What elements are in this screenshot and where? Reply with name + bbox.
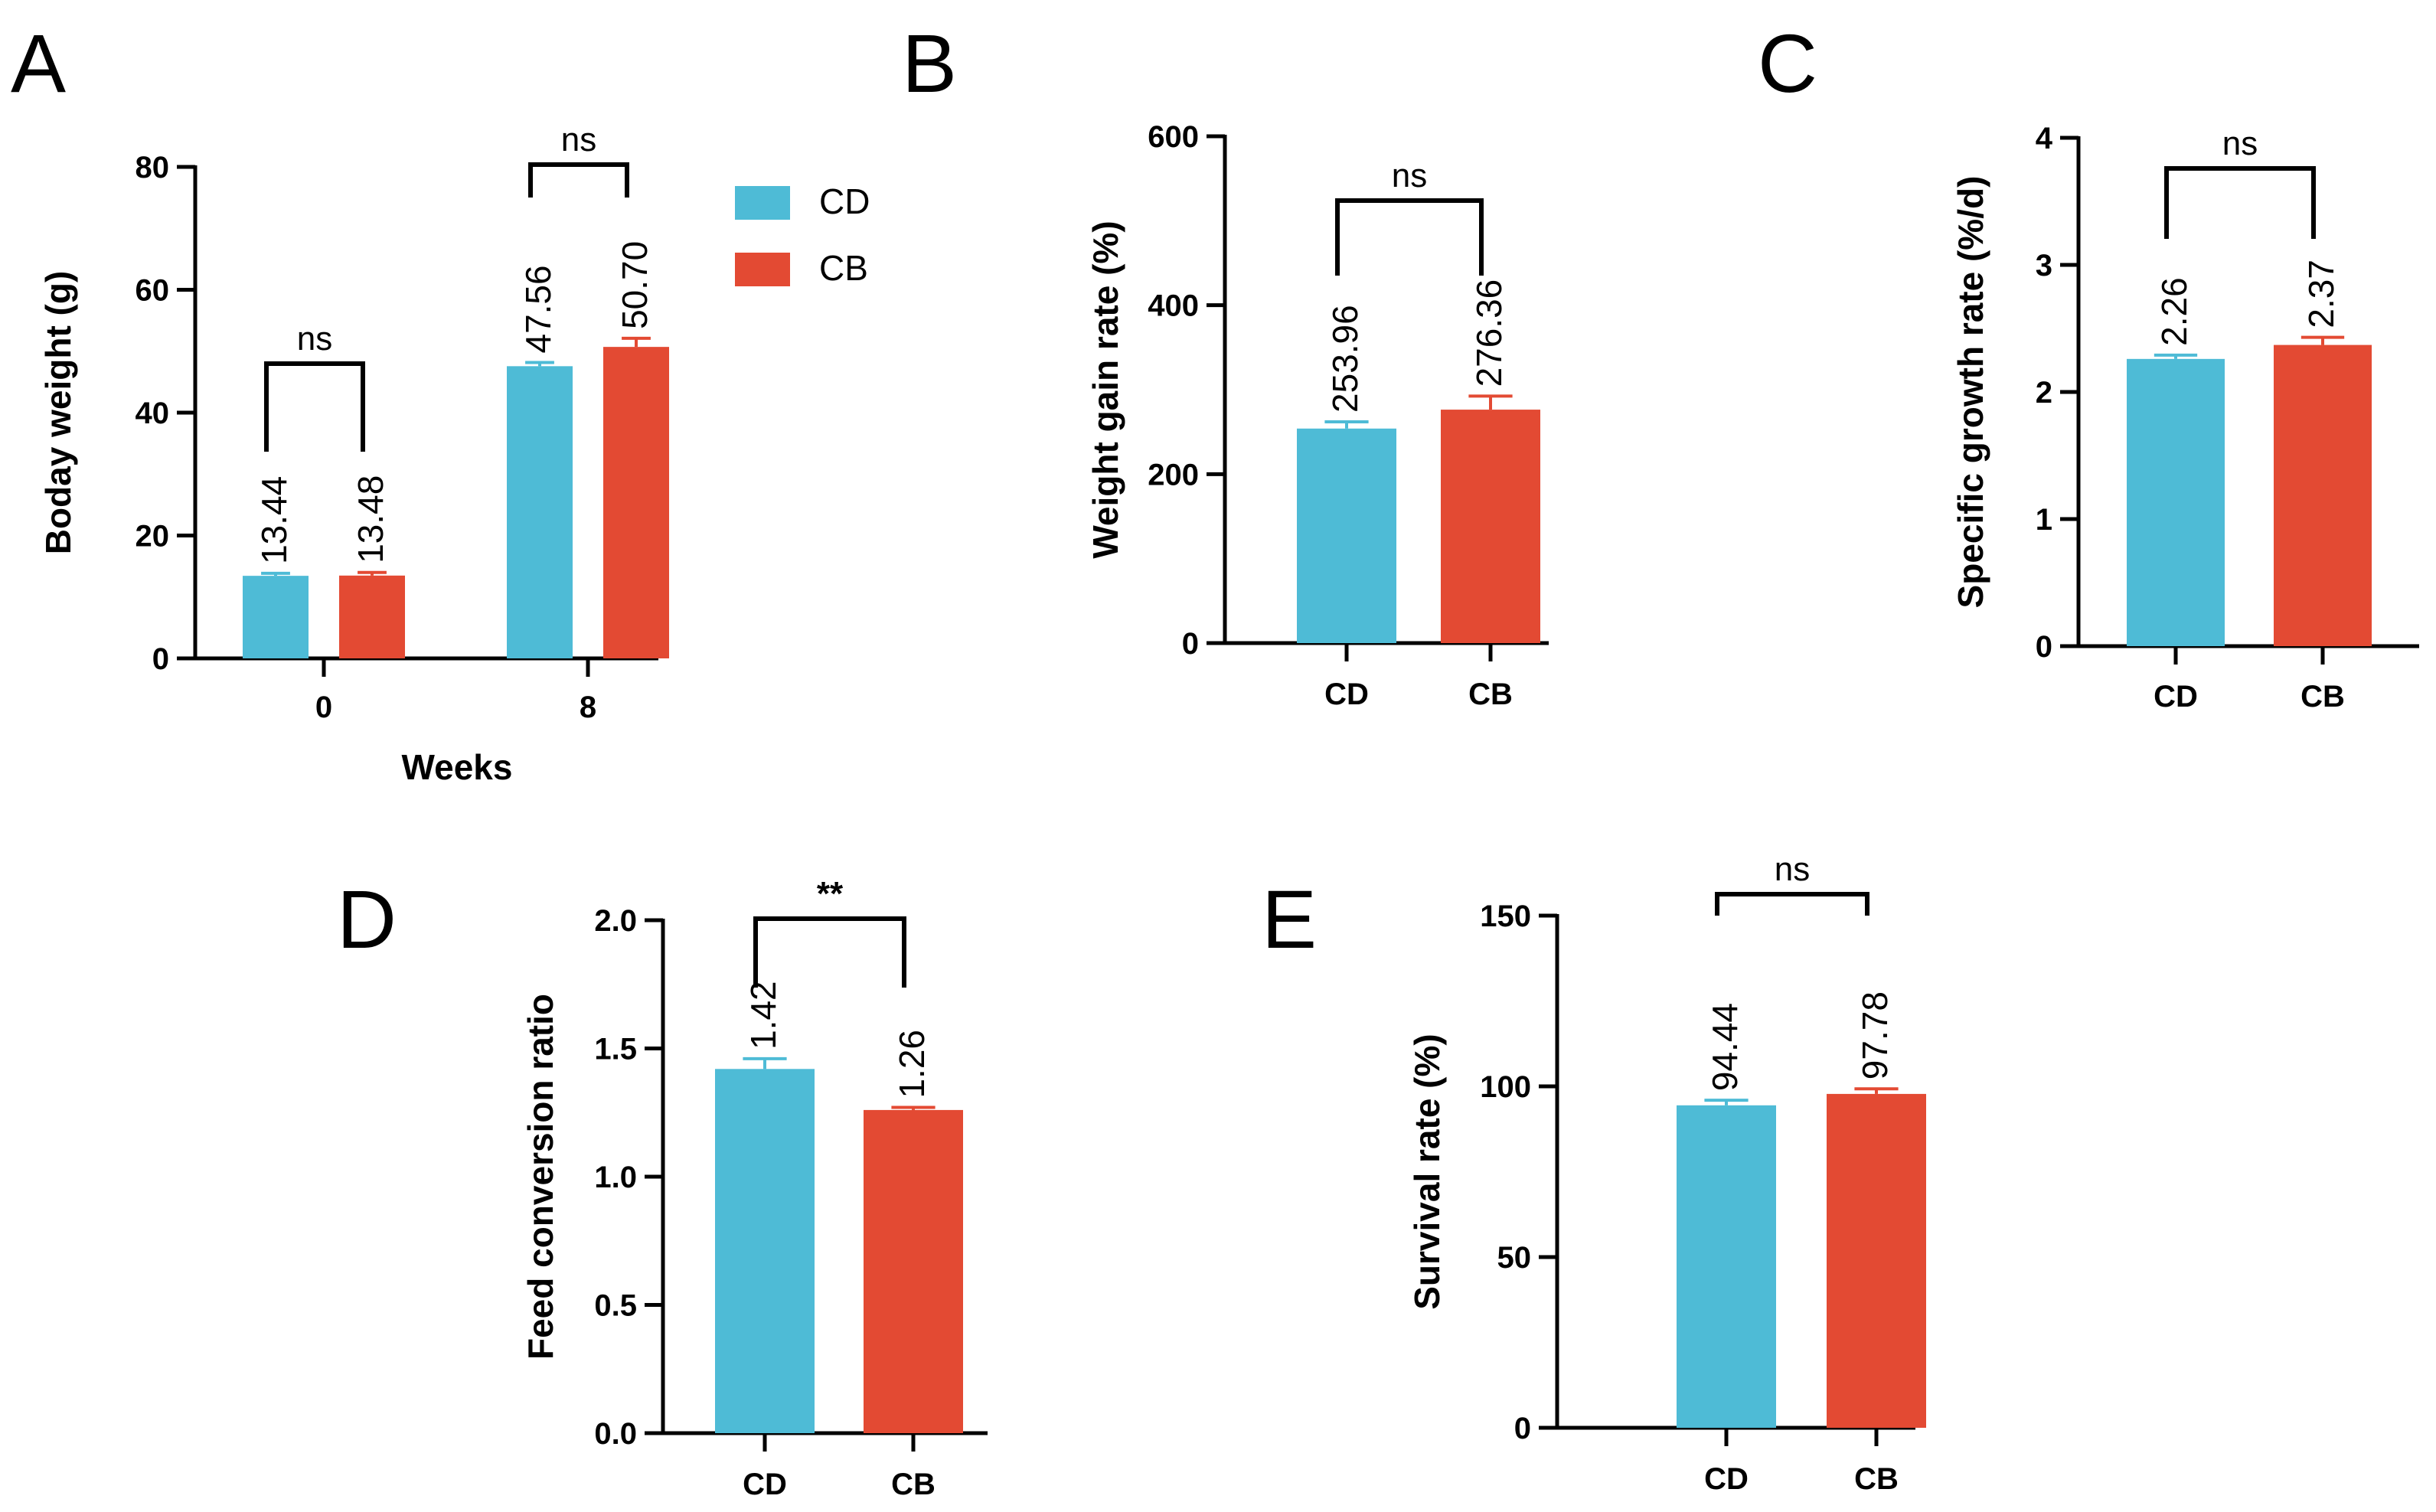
y-tick-label: 20 bbox=[136, 520, 170, 554]
data-label: 2.26 bbox=[2154, 277, 2194, 346]
significance-label: ns bbox=[2222, 125, 2258, 162]
y-axis-title: Weight gain rate (%) bbox=[1086, 220, 1125, 558]
bar bbox=[2127, 358, 2225, 646]
y-tick-label: 1.0 bbox=[594, 1161, 637, 1194]
bar bbox=[1827, 1093, 1926, 1428]
data-label: 1.42 bbox=[743, 981, 783, 1050]
panel-c: C 0 1 2 3 4 Specific growth rate (%/d) 2.26 CD 2.… bbox=[1758, 17, 2419, 714]
legend: CD CB bbox=[735, 181, 870, 288]
bar bbox=[507, 366, 573, 658]
bar bbox=[715, 1069, 815, 1433]
bar bbox=[339, 575, 405, 658]
y-axis-title: Survival rate (%) bbox=[1407, 1034, 1447, 1309]
data-label: 97.78 bbox=[1855, 991, 1895, 1079]
significance-bracket bbox=[528, 162, 629, 198]
x-tick-label: CD bbox=[1324, 678, 1369, 711]
y-tick-label: 0 bbox=[1514, 1412, 1531, 1445]
x-axis-title: Weeks bbox=[402, 747, 513, 787]
legend-swatch-cd bbox=[735, 186, 790, 220]
y-axis-title: Feed conversion ratio bbox=[521, 994, 560, 1360]
y-tick-label: 3 bbox=[2036, 249, 2052, 282]
legend-swatch-cb bbox=[735, 253, 790, 286]
y-tick-label: 200 bbox=[1148, 458, 1199, 491]
y-tick-label: 0.0 bbox=[594, 1417, 637, 1451]
bar bbox=[1297, 428, 1396, 643]
y-tick-label: 60 bbox=[136, 274, 170, 308]
y-tick-label: 1.5 bbox=[594, 1033, 637, 1066]
significance-label: ns bbox=[561, 121, 596, 158]
data-label: 13.44 bbox=[254, 476, 294, 564]
y-tick-label: 1 bbox=[2036, 503, 2052, 537]
data-label: 47.56 bbox=[518, 265, 558, 353]
y-tick-label: 0 bbox=[1182, 627, 1199, 661]
bar bbox=[864, 1109, 963, 1433]
y-axis-title: Specific growth rate (%/d) bbox=[1951, 176, 1990, 609]
bar bbox=[603, 347, 669, 658]
y-tick-label: 0 bbox=[152, 642, 169, 676]
panel-letter: B bbox=[902, 17, 957, 109]
panel-letter: D bbox=[337, 873, 397, 965]
y-tick-label: 40 bbox=[136, 397, 170, 430]
panel-letter: E bbox=[1262, 873, 1317, 965]
data-label: 50.70 bbox=[615, 241, 655, 329]
y-tick-label: 0.5 bbox=[594, 1289, 637, 1323]
y-tick-label: 0 bbox=[2036, 630, 2052, 664]
significance-label: ns bbox=[1392, 157, 1427, 194]
x-tick-label: CB bbox=[1854, 1462, 1899, 1496]
data-label: 253.96 bbox=[1325, 305, 1365, 413]
significance-label: ns bbox=[297, 320, 332, 358]
y-axis-title: Boday weight (g) bbox=[38, 271, 78, 555]
significance-label: ns bbox=[1775, 851, 1810, 888]
data-label: 13.48 bbox=[351, 475, 390, 563]
x-tick-label: CD bbox=[743, 1468, 787, 1501]
legend-label-cb: CB bbox=[819, 248, 868, 288]
x-tick-label: CB bbox=[1468, 678, 1513, 711]
bar bbox=[243, 576, 309, 658]
y-tick-label: 100 bbox=[1480, 1070, 1531, 1104]
x-tick-label: 8 bbox=[580, 691, 596, 724]
y-tick-label: 400 bbox=[1148, 289, 1199, 323]
y-tick-label: 2 bbox=[2036, 376, 2052, 410]
panel-letter: A bbox=[11, 17, 66, 109]
significance-bracket bbox=[2164, 166, 2316, 239]
legend-label-cd: CD bbox=[819, 181, 870, 221]
y-tick-label: 2.0 bbox=[594, 904, 637, 938]
y-tick-label: 150 bbox=[1480, 900, 1531, 933]
panel-e: E 0 50 100 150 Survival rate (%) 94.44 CD 97.78 C… bbox=[1262, 851, 1926, 1496]
y-tick-label: 4 bbox=[2036, 122, 2053, 155]
significance-bracket bbox=[1335, 198, 1484, 276]
y-tick-label: 50 bbox=[1497, 1241, 1532, 1275]
significance-bracket bbox=[753, 916, 906, 988]
x-tick-label: CB bbox=[2300, 680, 2345, 714]
panel-a: A 0 20 40 60 80 Boday weight (g) 13.44 13.48 ns 0 4… bbox=[11, 17, 870, 787]
x-tick-label: CD bbox=[2154, 680, 2198, 714]
y-tick-label: 600 bbox=[1148, 120, 1199, 154]
bar bbox=[1677, 1105, 1776, 1428]
data-label: 1.26 bbox=[892, 1030, 932, 1099]
x-tick-label: CD bbox=[1704, 1462, 1749, 1496]
x-tick-label: 0 bbox=[315, 691, 332, 724]
significance-label: ** bbox=[817, 875, 844, 913]
y-tick-label: 80 bbox=[136, 151, 170, 185]
data-label: 2.37 bbox=[2301, 260, 2341, 328]
panel-letter: C bbox=[1758, 17, 1817, 109]
bar bbox=[2274, 345, 2372, 646]
data-label: 276.36 bbox=[1469, 279, 1509, 387]
panel-b: B 0 200 400 600 Weight gain rate (%) 253.96 CD 2… bbox=[902, 17, 1549, 711]
bar bbox=[1441, 410, 1540, 643]
significance-bracket bbox=[1715, 892, 1869, 916]
x-tick-label: CB bbox=[891, 1468, 936, 1501]
significance-bracket bbox=[264, 361, 365, 452]
data-label: 94.44 bbox=[1705, 1003, 1745, 1091]
panel-d: D 0.0 0.5 1.0 1.5 2.0 Feed conversion ratio 1.4… bbox=[337, 873, 988, 1501]
